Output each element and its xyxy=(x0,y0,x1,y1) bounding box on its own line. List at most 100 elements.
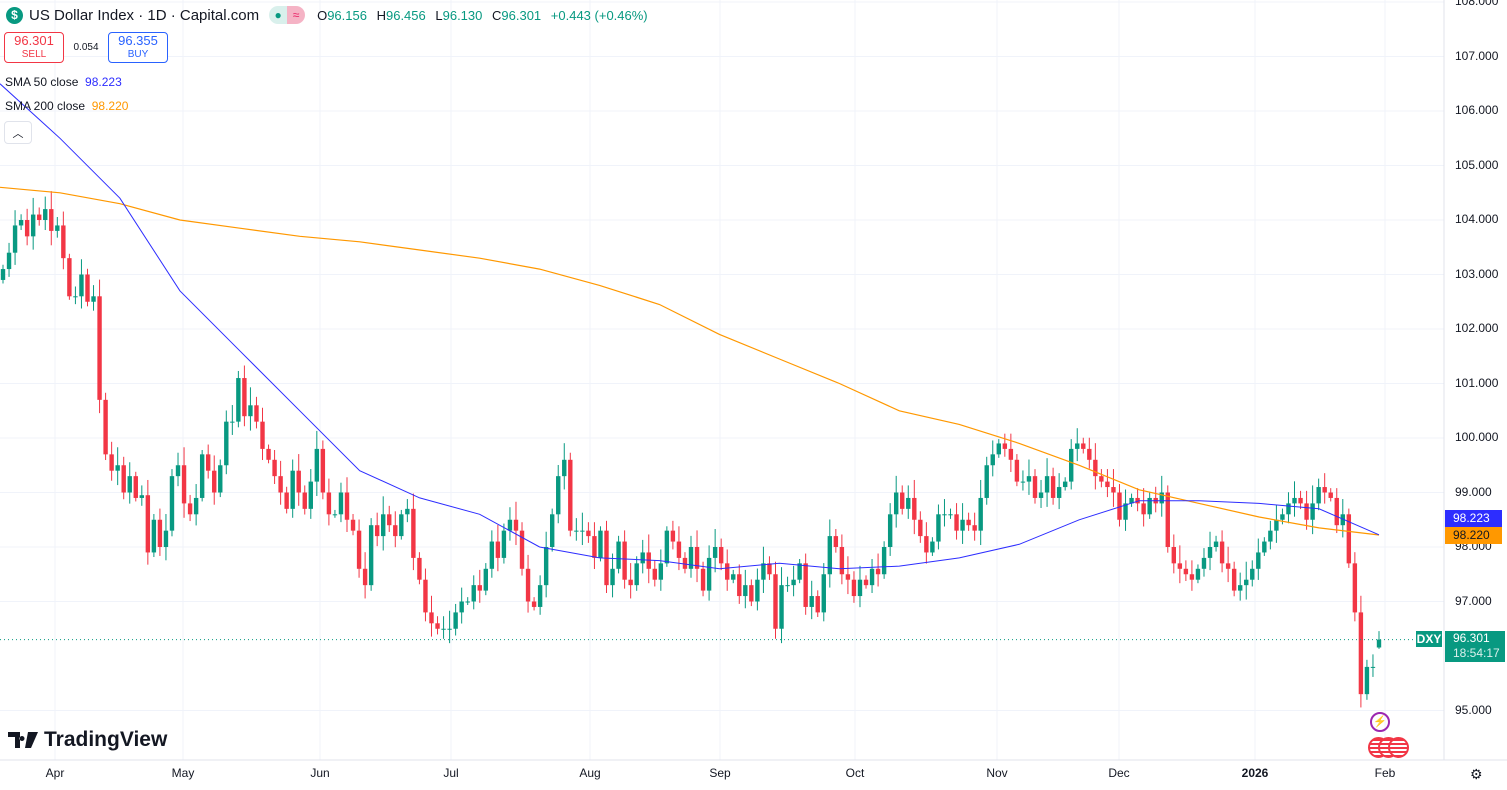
candle-up xyxy=(1213,541,1219,547)
candle-down xyxy=(97,296,102,400)
candle-down xyxy=(187,503,193,515)
time-tick-label: Jul xyxy=(443,766,459,780)
candle-down xyxy=(1171,547,1177,564)
candle-down xyxy=(519,530,525,569)
candle-down xyxy=(924,536,929,553)
sma50-legend[interactable]: SMA 50 close 98.223 xyxy=(5,75,122,89)
candle-up xyxy=(1268,530,1273,542)
sell-button[interactable]: 96.301 SELL xyxy=(4,32,64,63)
lightning-event-icon[interactable]: ⚡ xyxy=(1370,712,1390,732)
candle-up xyxy=(755,579,760,602)
candle-down xyxy=(326,492,332,515)
candle-up xyxy=(1364,666,1370,695)
candle-up xyxy=(12,225,18,253)
ohlc-readout: O96.156 H96.456 L96.130 C96.301 +0.443 (… xyxy=(317,7,648,23)
time-tick-label: May xyxy=(171,766,195,780)
last-price: 96.301 xyxy=(1453,631,1490,645)
candle-up xyxy=(978,497,983,531)
low-value: 96.130 xyxy=(442,7,483,23)
candle-up xyxy=(598,530,603,558)
candle-up xyxy=(1292,497,1297,504)
candle-up xyxy=(169,476,175,531)
candle-down xyxy=(1014,459,1020,482)
candle-down xyxy=(242,378,247,417)
candle-up xyxy=(761,563,766,580)
candle-down xyxy=(1328,492,1333,498)
candle-up xyxy=(549,514,555,547)
buy-button[interactable]: 96.355 BUY xyxy=(108,32,168,63)
candle-down xyxy=(272,459,277,477)
time-tick-label: Oct xyxy=(845,766,865,780)
grid xyxy=(0,0,1444,760)
candle-down xyxy=(1117,492,1122,520)
tradingview-logo[interactable]: TradingView xyxy=(8,728,167,752)
candle-down xyxy=(833,536,839,547)
time-tick-label: Nov xyxy=(986,766,1008,780)
candle-down xyxy=(1099,476,1104,482)
candle-down xyxy=(37,214,42,220)
price-tick-label: 99.000 xyxy=(1455,484,1492,499)
candle-up xyxy=(706,557,712,591)
candle-up xyxy=(163,530,169,547)
price-tick-label: 100.000 xyxy=(1455,430,1499,444)
candle-up xyxy=(906,497,911,509)
candle-down xyxy=(918,519,923,537)
candle-up xyxy=(791,579,796,586)
sma200-legend[interactable]: SMA 200 close 98.220 xyxy=(5,99,129,113)
candle-up xyxy=(465,601,470,603)
candle-up xyxy=(984,465,989,498)
candle-down xyxy=(61,225,66,259)
economic-events-flags[interactable] xyxy=(1368,737,1409,758)
candle-down xyxy=(133,476,138,498)
trade-panel: 96.301 SELL 0.054 96.355 BUY xyxy=(4,32,168,63)
candle-up xyxy=(556,476,561,515)
market-status-toggle[interactable]: ● ≈ xyxy=(269,6,306,24)
spread-value: 0.054 xyxy=(73,42,99,53)
price-tick-label: 97.000 xyxy=(1455,593,1492,608)
candle-up xyxy=(869,568,875,586)
candle-up xyxy=(1256,552,1261,569)
candle-down xyxy=(417,557,422,580)
candle-down xyxy=(356,530,362,569)
collapse-legend-button[interactable]: ︿ xyxy=(4,121,32,144)
candle-up xyxy=(73,296,78,298)
symbol-title[interactable]: US Dollar Index · 1D · Capital.com xyxy=(29,6,260,24)
candle-up xyxy=(6,252,12,270)
candle-down xyxy=(1050,476,1056,498)
candle-down xyxy=(49,209,54,231)
candle-up xyxy=(712,547,718,558)
candle-up xyxy=(79,274,84,297)
candle-down xyxy=(24,220,30,237)
candle-up xyxy=(1062,481,1068,488)
candle-down xyxy=(652,568,657,580)
price-tick-label: 103.000 xyxy=(1455,266,1499,281)
settings-gear-icon[interactable]: ⚙ xyxy=(1470,766,1483,782)
candle-up xyxy=(127,476,132,493)
candle-up xyxy=(1075,443,1080,449)
candle-up xyxy=(616,541,621,569)
candle-down xyxy=(900,492,905,509)
candle-up xyxy=(543,547,549,586)
candle-down xyxy=(423,579,428,613)
candle-down xyxy=(531,601,537,607)
candle-up xyxy=(1280,514,1285,520)
candle-down xyxy=(682,557,688,569)
candle-up xyxy=(18,220,24,226)
candle-down xyxy=(1358,612,1364,695)
time-tick-label: Sep xyxy=(709,766,731,780)
candle-up xyxy=(936,514,941,542)
candle-up xyxy=(1310,503,1315,520)
candle-down xyxy=(773,574,778,629)
candle-down xyxy=(737,574,742,597)
candle-up xyxy=(447,628,452,630)
candle-up xyxy=(948,514,953,516)
candle-down xyxy=(1135,497,1140,504)
candle-up xyxy=(1020,481,1026,483)
candle-up xyxy=(688,547,694,569)
candle-up xyxy=(1370,666,1376,668)
candle-up xyxy=(314,448,320,482)
candle-down xyxy=(266,448,271,460)
candle-up xyxy=(91,296,96,302)
candle-up xyxy=(1286,503,1291,515)
